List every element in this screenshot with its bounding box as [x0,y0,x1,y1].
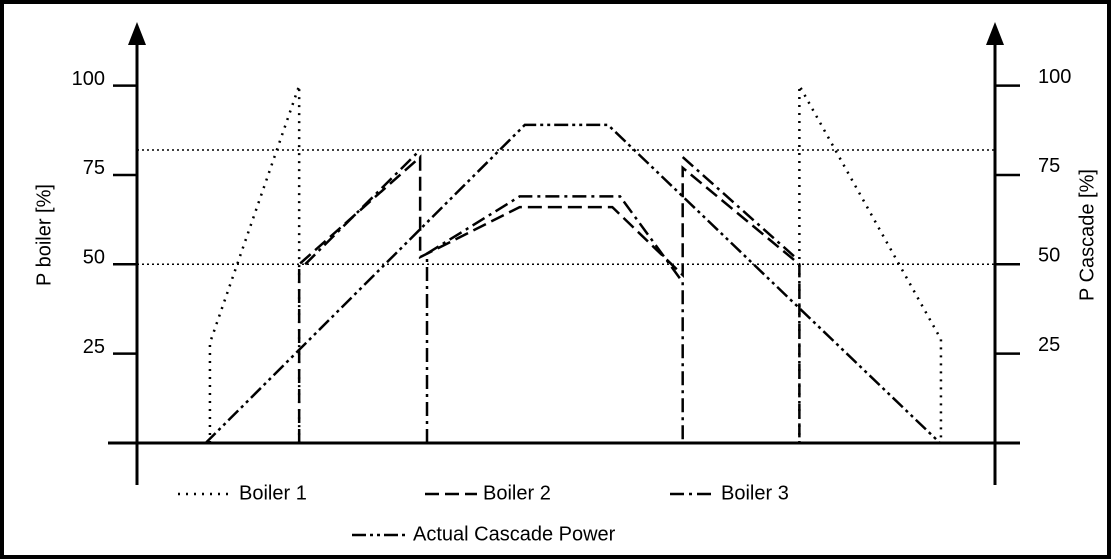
series-line [204,123,941,444]
series-line [208,80,943,443]
series-line [297,154,801,443]
y2-axis-arrow [986,22,1004,45]
y-tick-label: 75 [83,157,105,179]
y2-tick-label: 100 [1038,66,1071,88]
legend-label: Boiler 2 [483,482,551,504]
y-axis-arrow [128,22,146,45]
y2-axis-label: P Cascade [%] [1076,169,1098,301]
legend-label: Boiler 1 [239,482,307,504]
y2-tick-label: 50 [1038,245,1060,267]
y-tick-label: 50 [83,247,105,269]
y-tick-label: 25 [83,336,105,358]
legend-label: Boiler 3 [721,482,789,504]
legend-label: Actual Cascade Power [413,523,616,545]
y-tick-label: 100 [72,68,105,90]
y2-tick-label: 25 [1038,334,1060,356]
y2-tick-label: 75 [1038,155,1060,177]
y-axis-label: P boiler [%] [33,184,55,286]
series-line [304,149,796,443]
